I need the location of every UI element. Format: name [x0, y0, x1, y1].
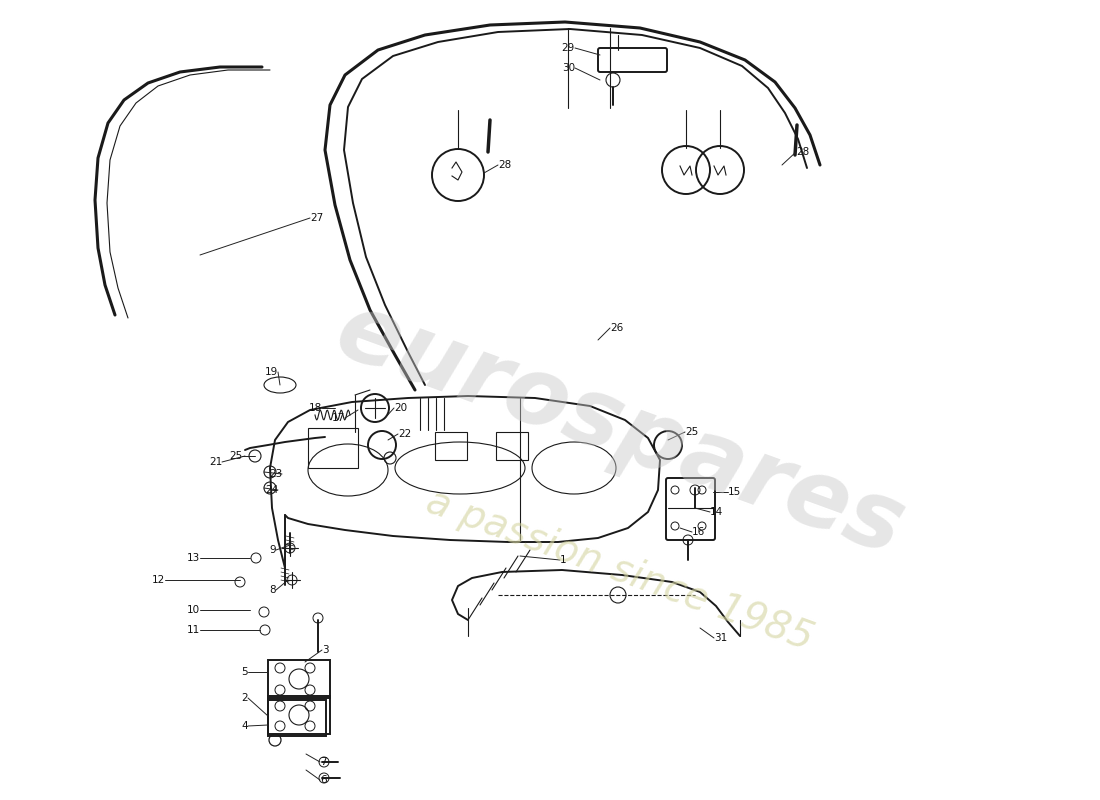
- Text: 20: 20: [394, 403, 407, 413]
- Text: 28: 28: [498, 160, 512, 170]
- Text: 10: 10: [187, 605, 200, 615]
- Text: 12: 12: [152, 575, 165, 585]
- Text: 19: 19: [265, 367, 278, 377]
- Text: 4: 4: [241, 721, 248, 731]
- Text: 15: 15: [728, 487, 741, 497]
- Text: 7: 7: [320, 757, 327, 767]
- Text: 27: 27: [310, 213, 323, 223]
- Text: 26: 26: [610, 323, 624, 333]
- Text: 18: 18: [309, 403, 322, 413]
- Text: a passion since 1985: a passion since 1985: [421, 482, 818, 658]
- Text: 29: 29: [562, 43, 575, 53]
- Text: 17: 17: [332, 413, 345, 423]
- Text: 13: 13: [187, 553, 200, 563]
- Text: 23: 23: [268, 469, 282, 479]
- Text: 2: 2: [241, 693, 248, 703]
- Text: 21: 21: [209, 457, 222, 467]
- Text: eurospares: eurospares: [323, 285, 916, 575]
- Text: 24: 24: [265, 485, 278, 495]
- Text: 25: 25: [685, 427, 698, 437]
- Text: 30: 30: [562, 63, 575, 73]
- Text: 6: 6: [320, 775, 327, 785]
- Text: 3: 3: [322, 645, 329, 655]
- Text: 9: 9: [270, 545, 276, 555]
- Text: 31: 31: [714, 633, 727, 643]
- Text: 28: 28: [796, 147, 810, 157]
- Text: 16: 16: [692, 527, 705, 537]
- Text: 14: 14: [710, 507, 724, 517]
- Text: 25: 25: [229, 451, 242, 461]
- Text: 11: 11: [187, 625, 200, 635]
- Text: 1: 1: [560, 555, 566, 565]
- Text: 5: 5: [241, 667, 248, 677]
- Text: 8: 8: [270, 585, 276, 595]
- Text: 22: 22: [398, 429, 411, 439]
